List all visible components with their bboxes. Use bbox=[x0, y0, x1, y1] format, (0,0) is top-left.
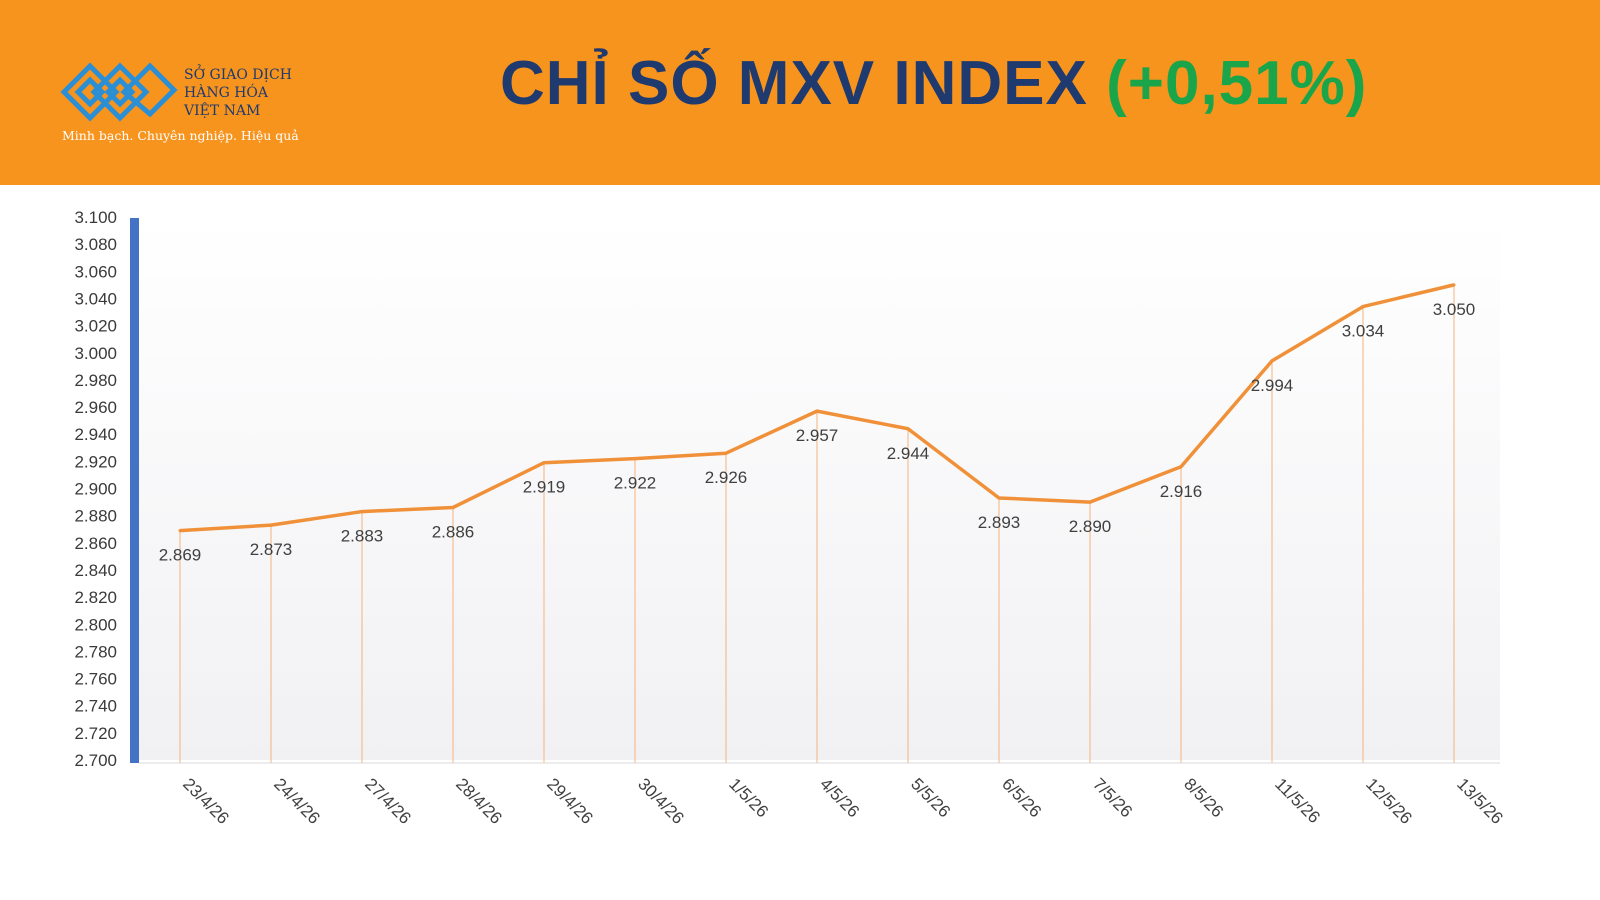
y-tick-label: 3.100 bbox=[74, 208, 117, 227]
y-tick-label: 2.960 bbox=[74, 398, 117, 417]
y-tick-label: 2.900 bbox=[74, 480, 117, 499]
x-tick-label: 5/5/26 bbox=[907, 774, 954, 821]
data-label: 2.873 bbox=[250, 540, 293, 559]
data-label: 2.994 bbox=[1251, 376, 1294, 395]
y-tick-label: 2.840 bbox=[74, 561, 117, 580]
y-axis-ticks: 3.100 3.080 3.060 3.040 3.020 3.000 2.980 2.960… bbox=[74, 208, 117, 770]
data-point bbox=[815, 409, 819, 413]
data-label: 2.869 bbox=[159, 546, 202, 565]
data-point bbox=[360, 510, 364, 514]
y-tick-label: 2.860 bbox=[74, 534, 117, 553]
x-tick-label: 28/4/26 bbox=[452, 774, 506, 828]
y-tick-label: 3.080 bbox=[74, 235, 117, 254]
data-point bbox=[1088, 500, 1092, 504]
x-tick-label: 7/5/26 bbox=[1089, 774, 1136, 821]
data-point bbox=[1361, 305, 1365, 309]
y-tick-label: 2.700 bbox=[74, 751, 117, 770]
data-point bbox=[906, 427, 910, 431]
header-banner: SỞ GIAO DỊCH HÀNG HÓA VIỆT NAM Minh bạch… bbox=[0, 0, 1600, 185]
y-tick-label: 3.000 bbox=[74, 344, 117, 363]
x-tick-label: 11/5/26 bbox=[1271, 774, 1324, 827]
data-point bbox=[542, 461, 546, 465]
x-tick-label: 30/4/26 bbox=[634, 774, 688, 828]
data-point bbox=[178, 529, 182, 533]
data-label: 2.883 bbox=[341, 527, 384, 546]
data-point bbox=[1270, 359, 1274, 363]
x-tick-label: 12/5/26 bbox=[1362, 774, 1416, 828]
logo-line-1: SỞ GIAO DỊCH bbox=[184, 67, 292, 83]
data-label: 2.886 bbox=[432, 523, 475, 542]
data-label: 2.890 bbox=[1069, 517, 1112, 536]
data-label: 2.926 bbox=[705, 468, 748, 487]
y-axis-bar bbox=[130, 218, 139, 763]
x-axis-ticks: 23/4/26 24/4/26 27/4/26 28/4/26 29/4/26 30/4/… bbox=[179, 774, 1507, 828]
logo-text: SỞ GIAO DỊCH HÀNG HÓA VIỆT NAM bbox=[184, 66, 292, 120]
y-tick-label: 2.740 bbox=[74, 697, 117, 716]
x-tick-label: 6/5/26 bbox=[998, 774, 1045, 821]
data-labels: 2.869 2.873 2.883 2.886 2.919 2.922 2.926 2.957… bbox=[159, 283, 1476, 565]
logo-line-3: VIỆT NAM bbox=[184, 103, 261, 119]
logo-line-2: HÀNG HÓA bbox=[184, 85, 268, 101]
y-tick-label: 2.940 bbox=[74, 425, 117, 444]
data-label: 2.916 bbox=[1160, 482, 1203, 501]
y-tick-label: 2.800 bbox=[74, 615, 117, 634]
mxv-index-line-chart: 3.100 3.080 3.060 3.040 3.020 3.000 2.980 2.960… bbox=[74, 208, 1507, 828]
data-point bbox=[997, 496, 1001, 500]
x-tick-label: 13/5/26 bbox=[1453, 774, 1507, 828]
index-change: (+0,51%) bbox=[1106, 49, 1368, 118]
y-tick-label: 3.060 bbox=[74, 262, 117, 281]
data-label: 3.034 bbox=[1342, 322, 1385, 341]
data-point bbox=[724, 451, 728, 455]
y-tick-label: 3.040 bbox=[74, 289, 117, 308]
y-tick-label: 2.920 bbox=[74, 452, 117, 471]
data-point bbox=[269, 523, 273, 527]
data-label: 2.919 bbox=[523, 478, 566, 497]
y-tick-label: 2.820 bbox=[74, 588, 117, 607]
data-label: 2.944 bbox=[887, 444, 930, 463]
page-title: CHỈ SỐ MXV INDEX (+0,51%) bbox=[500, 48, 1367, 119]
y-tick-label: 3.020 bbox=[74, 317, 117, 336]
x-tick-label: 24/4/26 bbox=[270, 774, 324, 828]
x-tick-label: 23/4/26 bbox=[179, 774, 233, 828]
data-label: 2.922 bbox=[614, 474, 657, 493]
drop-lines bbox=[179, 284, 1455, 763]
data-point bbox=[451, 506, 455, 510]
y-tick-label: 2.880 bbox=[74, 507, 117, 526]
x-tick-label: 8/5/26 bbox=[1180, 774, 1227, 821]
y-tick-label: 2.720 bbox=[74, 724, 117, 743]
x-tick-label: 1/5/26 bbox=[725, 774, 772, 821]
exchange-logo: SỞ GIAO DỊCH HÀNG HÓA VIỆT NAM Minh bạch… bbox=[60, 58, 310, 148]
data-label: 3.050 bbox=[1433, 300, 1476, 319]
data-point bbox=[1179, 465, 1183, 469]
x-tick-label: 27/4/26 bbox=[361, 774, 415, 828]
x-tick-label: 4/5/26 bbox=[816, 774, 863, 821]
data-label: 2.957 bbox=[796, 426, 839, 445]
logo-icon bbox=[60, 62, 178, 122]
data-point bbox=[1452, 283, 1456, 287]
y-tick-label: 2.980 bbox=[74, 371, 117, 390]
logo-tagline: Minh bạch. Chuyên nghiệp. Hiệu quả bbox=[62, 128, 299, 143]
data-point bbox=[633, 457, 637, 461]
y-tick-label: 2.760 bbox=[74, 670, 117, 689]
y-tick-label: 2.780 bbox=[74, 642, 117, 661]
x-tick-label: 29/4/26 bbox=[543, 774, 597, 828]
title-text: CHỈ SỐ MXV INDEX bbox=[500, 49, 1088, 118]
data-label: 2.893 bbox=[978, 513, 1021, 532]
